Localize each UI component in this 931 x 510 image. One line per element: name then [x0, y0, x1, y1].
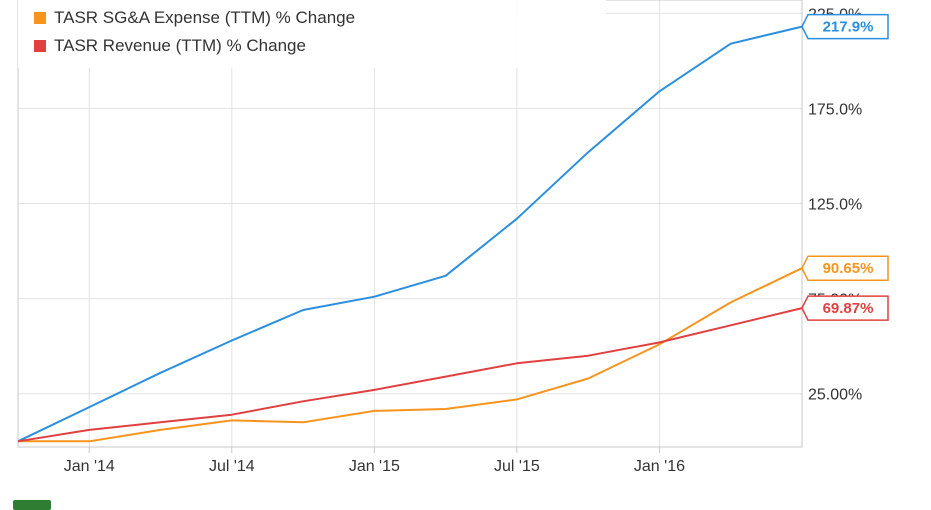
- series-line-0: [17, 25, 803, 443]
- series-line-1: [18, 267, 803, 443]
- grid-layer: [18, 0, 802, 447]
- y-axis-ticks: 25.00%75.00%125.0%175.0%225.0%: [808, 6, 862, 403]
- legend-entry: TASR SG&A Expense (TTM) % Change: [54, 8, 355, 27]
- end-flag-box: [801, 295, 889, 321]
- x-tick-label: Jan '16: [634, 458, 685, 475]
- end-flag-1: 90.65%: [801, 255, 889, 281]
- end-flag-label: 69.87%: [823, 300, 874, 317]
- x-tick-label: Jan '15: [349, 458, 400, 475]
- y-tick-label: 175.0%: [808, 101, 862, 118]
- x-tick-label: Jul '15: [494, 458, 540, 475]
- legend-entry: TASR Revenue (TTM) % Change: [54, 36, 306, 55]
- end-flag-2: 69.87%: [801, 295, 889, 321]
- end-flag-label: 90.65%: [823, 260, 874, 277]
- legend: TASR Research and Development Expense (T…: [18, 0, 606, 68]
- legend-swatch: [34, 40, 46, 52]
- end-flag-box: [801, 13, 889, 40]
- x-tick-label: Jul '14: [209, 458, 255, 475]
- ycharts-logo: [13, 500, 51, 510]
- legend-background: [18, 0, 606, 68]
- end-flag-0: 217.9%: [801, 13, 889, 40]
- legend-swatch: [34, 12, 46, 24]
- y-tick-label: 25.00%: [808, 387, 862, 404]
- end-flag-label: 217.9%: [823, 19, 874, 36]
- end-value-flags: 217.9% 90.65% 69.87%: [801, 13, 889, 321]
- end-flag-box: [801, 255, 889, 281]
- series-layer: [17, 25, 803, 443]
- series-line-2: [17, 307, 803, 443]
- x-axis-ticks: Jan '14 Jul '14 Jan '15 Jul '15 Jan '16: [64, 447, 685, 475]
- plot-frame: [17, 0, 803, 448]
- x-tick-label: Jan '14: [64, 458, 115, 475]
- y-tick-label: 125.0%: [808, 197, 862, 214]
